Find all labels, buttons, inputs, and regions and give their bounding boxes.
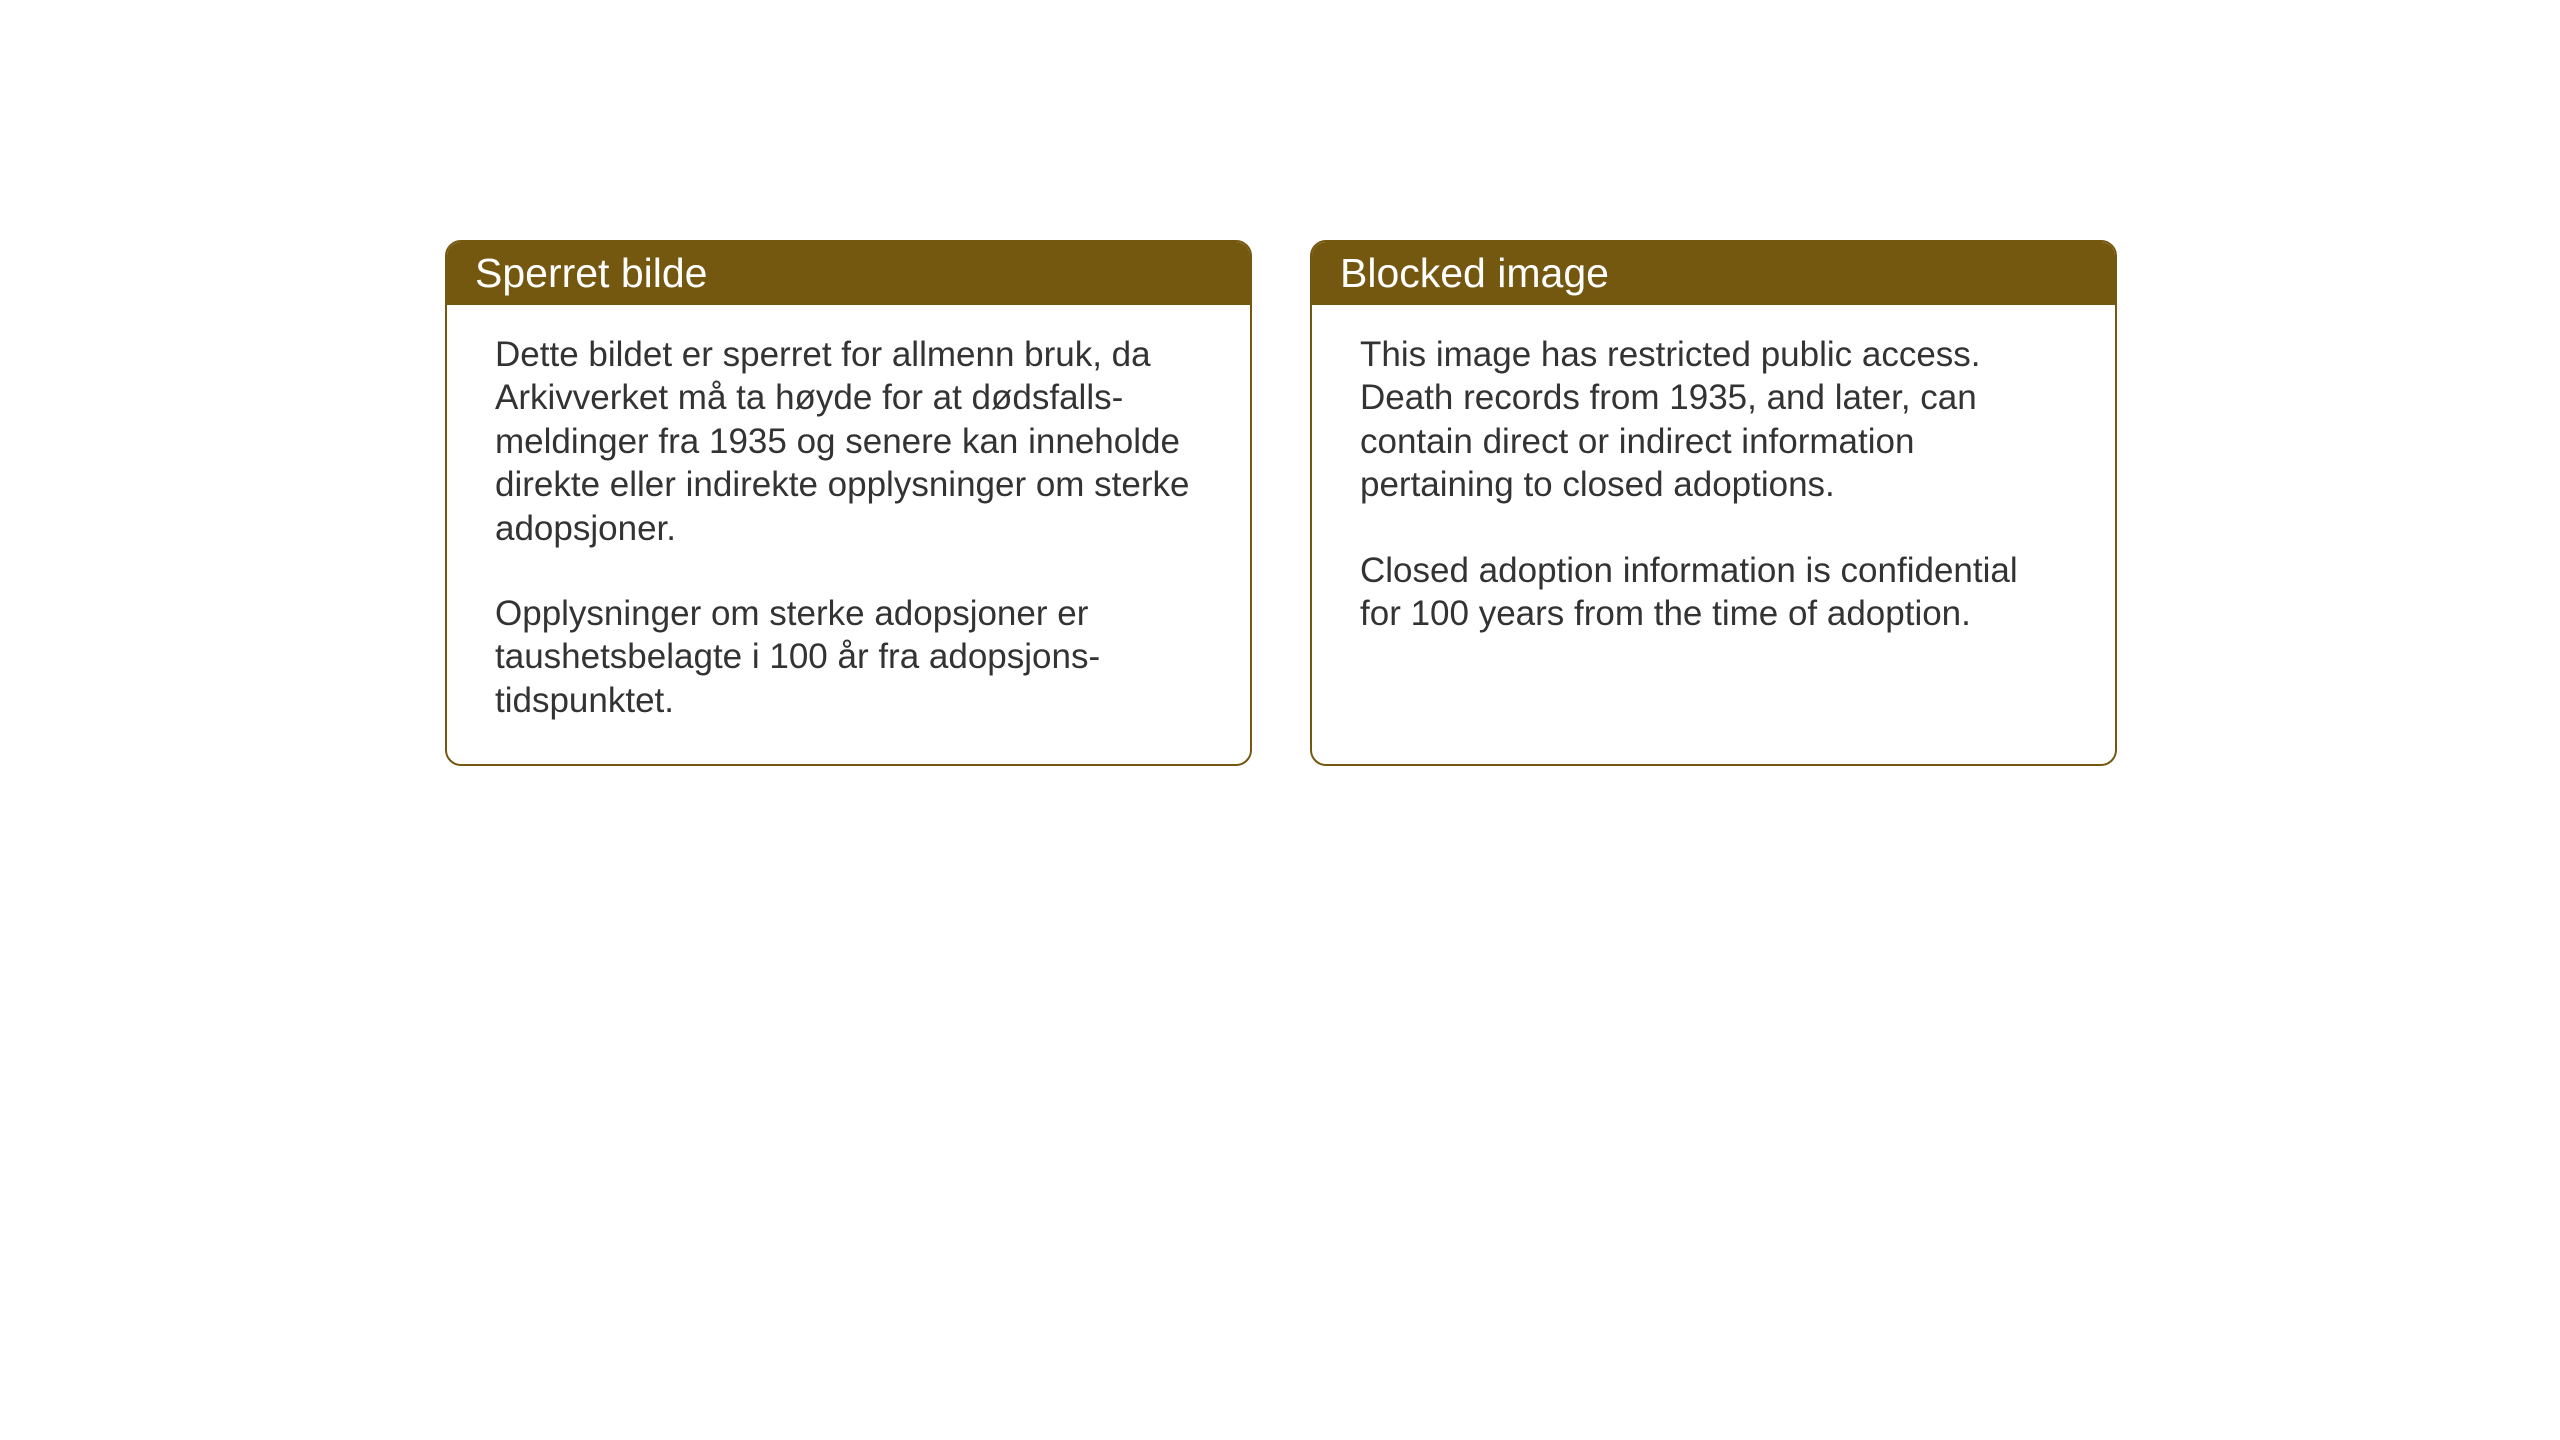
- cards-container: Sperret bilde Dette bildet er sperret fo…: [445, 240, 2117, 766]
- card-paragraph: This image has restricted public access.…: [1360, 333, 2067, 507]
- card-english: Blocked image This image has restricted …: [1310, 240, 2117, 766]
- card-paragraph: Opplysninger om sterke adopsjoner er tau…: [495, 592, 1202, 722]
- card-header-english: Blocked image: [1312, 242, 2115, 305]
- card-norwegian: Sperret bilde Dette bildet er sperret fo…: [445, 240, 1252, 766]
- card-paragraph: Closed adoption information is confident…: [1360, 549, 2067, 636]
- card-paragraph: Dette bildet er sperret for allmenn bruk…: [495, 333, 1202, 550]
- card-header-norwegian: Sperret bilde: [447, 242, 1250, 305]
- card-body-norwegian: Dette bildet er sperret for allmenn bruk…: [447, 305, 1250, 764]
- card-body-english: This image has restricted public access.…: [1312, 305, 2115, 677]
